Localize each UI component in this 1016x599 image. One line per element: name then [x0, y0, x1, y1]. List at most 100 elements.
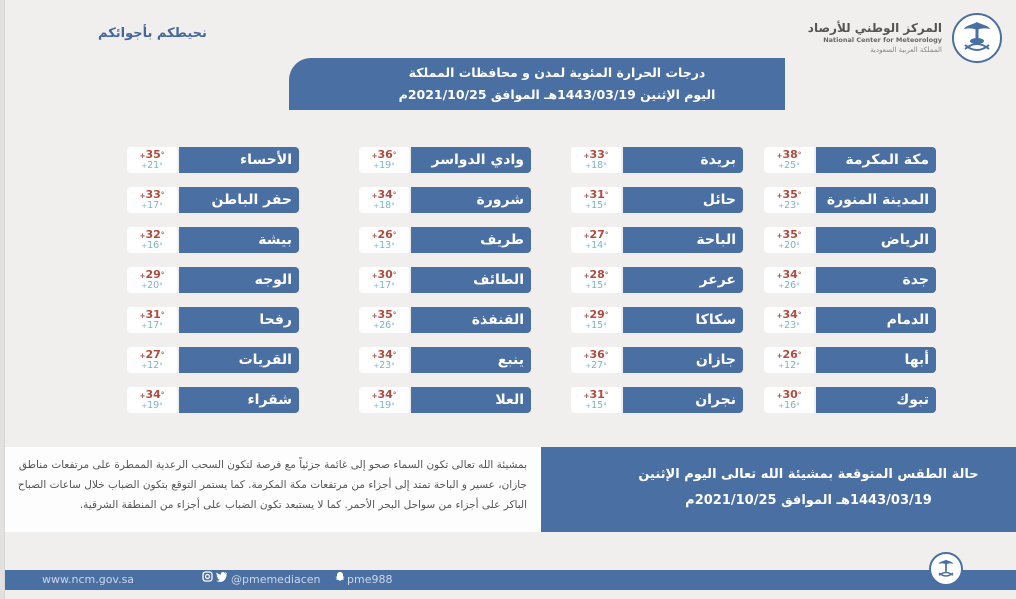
min-marker: +	[373, 281, 380, 290]
degree-symbol: °	[796, 321, 800, 330]
degree-symbol: °	[392, 150, 397, 159]
city-cell: +36° +27° جازان	[571, 347, 743, 373]
max-temp: +26°	[372, 229, 397, 241]
min-marker: +	[373, 401, 380, 410]
snapchat-handle-link[interactable]: pme988	[335, 570, 392, 590]
temperature-box: +35° +20°	[764, 227, 814, 253]
city-name: مكة المكرمة	[816, 147, 936, 173]
max-marker: +	[371, 351, 378, 360]
city-name: وادي الدواسر	[411, 147, 531, 173]
max-temp: +34°	[140, 387, 165, 401]
degree-symbol: °	[604, 350, 609, 359]
degree-symbol: °	[796, 361, 800, 370]
min-temp-value: 21	[147, 159, 160, 171]
min-temp: +20°	[778, 239, 800, 251]
temperature-box: +31° +15°	[571, 387, 621, 413]
min-marker: +	[585, 361, 592, 370]
website-link[interactable]: www.ncm.gov.sa	[42, 573, 135, 586]
degree-symbol: °	[391, 281, 395, 290]
max-marker: +	[776, 151, 783, 160]
city-cell: +28° +15° عرعر	[571, 267, 743, 293]
max-marker: +	[583, 271, 590, 280]
max-marker: +	[583, 231, 590, 240]
page-title: درجات الحرارة المئوية لمدن و محافظات الم…	[408, 65, 706, 80]
degree-symbol: °	[392, 390, 397, 399]
city-cell: +34° +18° شرورة	[359, 187, 531, 213]
degree-symbol: °	[159, 361, 163, 370]
slogan: نحيطكم بأجوائكم	[98, 26, 207, 41]
degree-symbol: °	[160, 350, 165, 359]
max-temp-value: 34	[377, 187, 393, 201]
degree-symbol: °	[603, 321, 607, 330]
city-cell: +34° +26° جدة	[764, 267, 936, 293]
min-temp: +15°	[585, 200, 606, 211]
max-temp: +31°	[140, 309, 165, 321]
degree-symbol: °	[391, 161, 395, 170]
degree-symbol: °	[160, 190, 165, 199]
min-temp-value: 23	[784, 319, 797, 331]
max-marker: +	[583, 391, 590, 400]
degree-symbol: °	[160, 230, 165, 239]
max-marker: +	[583, 311, 590, 320]
temperature-box: +35° +23°	[764, 187, 814, 213]
palm-swords-emblem-icon	[952, 13, 1002, 63]
degree-symbol: °	[391, 241, 395, 250]
max-marker: +	[776, 351, 783, 360]
city-cell: +34° +23° ينبع	[359, 347, 531, 373]
degree-symbol: °	[392, 230, 397, 239]
city-name: الطائف	[411, 267, 531, 293]
max-temp: +32°	[140, 229, 165, 241]
min-temp: +23°	[778, 200, 799, 211]
max-temp-value: 34	[782, 267, 798, 281]
city-name: رفحا	[179, 307, 299, 333]
logo-english-name: National Center for Meteorology	[823, 36, 942, 44]
max-temp-value: 27	[589, 227, 605, 241]
temperature-box: +33° +17°	[127, 187, 177, 213]
city-name: سكاكا	[623, 307, 743, 333]
min-temp: +13°	[373, 240, 395, 251]
city-name: نجران	[623, 387, 743, 413]
min-marker: +	[141, 281, 148, 290]
max-temp-value: 29	[145, 267, 161, 281]
degree-symbol: °	[796, 241, 800, 250]
city-name: ينبع	[411, 347, 531, 373]
temperature-box: +35° +21°	[127, 147, 177, 173]
max-temp: +35°	[140, 149, 165, 161]
city-cell: +38° +25° مكة المكرمة	[764, 147, 936, 173]
max-temp-value: 31	[589, 187, 605, 201]
degree-symbol: °	[392, 270, 397, 279]
degree-symbol: °	[797, 230, 802, 239]
max-temp-value: 34	[782, 307, 798, 321]
max-temp-value: 31	[589, 387, 605, 401]
city-name: أبها	[816, 347, 936, 373]
city-name: الوجه	[179, 267, 299, 293]
min-marker: +	[778, 241, 785, 250]
max-temp: +34°	[777, 307, 802, 321]
max-marker: +	[139, 191, 146, 200]
max-marker: +	[139, 351, 146, 360]
instagram-icon	[202, 570, 213, 590]
city-cell: +27° +12° القريات	[127, 347, 299, 373]
min-marker: +	[585, 281, 592, 290]
max-temp: +30°	[777, 389, 802, 401]
max-temp: +36°	[372, 149, 397, 161]
max-temp: +33°	[139, 189, 165, 201]
degree-symbol: °	[160, 150, 165, 159]
min-temp-value: 20	[784, 239, 797, 251]
degree-symbol: °	[797, 150, 802, 159]
min-marker: +	[141, 161, 148, 170]
temperature-box: +30° +16°	[764, 387, 814, 413]
city-name: العلا	[411, 387, 531, 413]
footer-bar: www.ncm.gov.sa @pmemediacen pme988	[5, 570, 1016, 590]
degree-symbol: °	[604, 390, 609, 399]
max-temp: +31°	[583, 387, 609, 401]
city-name: الرياض	[816, 227, 936, 253]
min-temp: +14°	[585, 240, 606, 251]
social-handle-link[interactable]: @pmemediacen	[202, 570, 321, 590]
temperature-box: +27° +12°	[127, 347, 177, 373]
degree-symbol: °	[392, 190, 397, 199]
max-temp-value: 34	[145, 387, 161, 401]
city-name: القنفذة	[411, 307, 531, 333]
degree-symbol: °	[604, 190, 609, 199]
city-name: حفر الباطن	[179, 187, 299, 213]
